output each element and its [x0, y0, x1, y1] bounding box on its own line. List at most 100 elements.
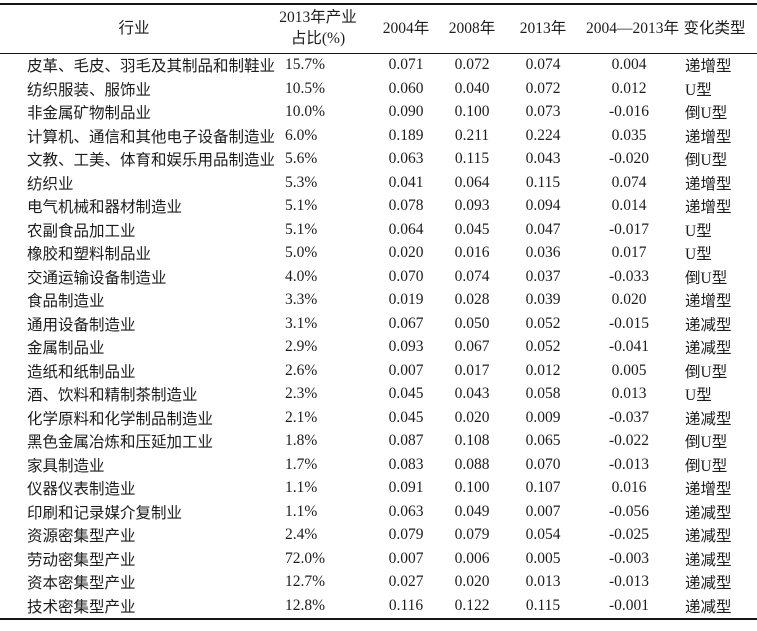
y2013-cell: 0.005 [525, 549, 561, 567]
change-cell: -0.017 [608, 220, 650, 238]
table-row: 食品制造业 3.3% 0.019 0.028 0.039 0.020 递增型 [0, 289, 757, 313]
share-cell: 2.4% [285, 526, 318, 544]
y2008-cell: 0.017 [454, 361, 490, 379]
type-cell: 倒U型 [685, 269, 728, 287]
y2004-cell: 0.083 [388, 455, 424, 473]
type-cell: U型 [685, 246, 712, 264]
industry-cell: 电气机械和器材制造业 [27, 199, 183, 217]
table-header: 行业 2013年产业 占比(%) 2004年 2008年 2013年 2004—… [0, 4, 757, 53]
y2013-cell: 0.039 [525, 291, 561, 309]
change-cell: -0.037 [608, 408, 650, 426]
table-row: 造纸和纸制品业 2.6% 0.007 0.017 0.012 0.005 倒U型 [0, 359, 757, 383]
table-row: 印刷和记录媒介复制业 1.1% 0.063 0.049 0.007 -0.056 递减型 [0, 500, 757, 524]
y2004-cell: 0.007 [388, 549, 424, 567]
y2008-cell: 0.211 [454, 126, 490, 144]
y2013-cell: 0.043 [525, 150, 561, 168]
y2008-cell: 0.108 [454, 432, 490, 450]
industry-cell: 资本密集型产业 [27, 575, 136, 593]
y2004-cell: 0.091 [388, 479, 424, 497]
share-cell: 2.6% [285, 361, 318, 379]
table-row: 仪器仪表制造业 1.1% 0.091 0.100 0.107 0.016 递增型 [0, 477, 757, 501]
table-row: 黑色金属冶炼和压延加工业 1.8% 0.087 0.108 0.065 -0.022 倒U型 [0, 430, 757, 454]
share-cell: 2.1% [285, 408, 318, 426]
industry-cell: 通用设备制造业 [27, 316, 136, 334]
change-cell: -0.001 [608, 596, 650, 614]
share-cell: 6.0% [285, 126, 318, 144]
y2004-cell: 0.027 [388, 573, 424, 591]
share-cell: 15.7% [285, 56, 326, 74]
y2004-cell: 0.087 [388, 432, 424, 450]
industry-cell: 橡胶和塑料制品业 [27, 246, 152, 264]
table-row: 计算机、通信和其他电子设备制造业 6.0% 0.189 0.211 0.224 0.035… [0, 124, 757, 148]
industry-cell: 化学原料和化学制品制造业 [27, 410, 214, 428]
type-cell: 递增型 [685, 481, 732, 499]
type-cell: 递增型 [685, 199, 732, 217]
change-cell: 0.012 [611, 79, 647, 97]
change-cell: 0.014 [611, 197, 647, 215]
y2008-cell: 0.020 [454, 408, 490, 426]
y2004-cell: 0.064 [388, 220, 424, 238]
y2008-cell: 0.028 [454, 291, 490, 309]
type-cell: 递减型 [685, 316, 732, 334]
share-cell: 5.0% [285, 244, 318, 262]
table-row: 家具制造业 1.7% 0.083 0.088 0.070 -0.013 倒U型 [0, 453, 757, 477]
share-cell: 3.3% [285, 291, 318, 309]
y2013-cell: 0.058 [525, 385, 561, 403]
table-row: 农副食品加工业 5.1% 0.064 0.045 0.047 -0.017 U型 [0, 218, 757, 242]
change-cell: -0.033 [608, 267, 650, 285]
y2004-cell: 0.116 [388, 596, 424, 614]
y2004-cell: 0.041 [388, 173, 424, 191]
y2008-cell: 0.006 [454, 549, 490, 567]
change-cell: 0.013 [611, 385, 647, 403]
y2004-cell: 0.063 [388, 502, 424, 520]
industry-cell: 纺织业 [27, 175, 74, 193]
y2008-cell: 0.088 [454, 455, 490, 473]
table-row: 纺织业 5.3% 0.041 0.064 0.115 0.074 递增型 [0, 171, 757, 195]
y2013-cell: 0.013 [525, 573, 561, 591]
y2008-cell: 0.093 [454, 197, 490, 215]
industry-cell: 计算机、通信和其他电子设备制造业 [27, 128, 276, 146]
col-header-share-line2: 占比(%) [290, 29, 346, 47]
industry-cell: 农副食品加工业 [27, 222, 136, 240]
table-row: 酒、饮料和精制茶制造业 2.3% 0.045 0.043 0.058 0.013 U型 [0, 383, 757, 407]
industry-cell: 印刷和记录媒介复制业 [27, 504, 183, 522]
type-cell: 递减型 [685, 340, 732, 358]
industry-cell: 纺织服装、服饰业 [27, 81, 152, 99]
industry-cell: 食品制造业 [27, 293, 105, 311]
col-header-2004: 2004年 [382, 19, 430, 37]
table-row: 文教、工美、体育和娱乐用品制造业 5.6% 0.063 0.115 0.043 -0.02… [0, 148, 757, 172]
y2013-cell: 0.036 [525, 244, 561, 262]
share-cell: 1.1% [285, 479, 318, 497]
y2013-cell: 0.070 [525, 455, 561, 473]
share-cell: 3.1% [285, 314, 318, 332]
industry-cell: 交通运输设备制造业 [27, 269, 167, 287]
industry-cell: 金属制品业 [27, 340, 105, 358]
change-cell: -0.013 [608, 455, 650, 473]
y2004-cell: 0.045 [388, 385, 424, 403]
table-row: 资源密集型产业 2.4% 0.079 0.079 0.054 -0.025 递减型 [0, 524, 757, 548]
table-row: 化学原料和化学制品制造业 2.1% 0.045 0.020 0.009 -0.037 递减型 [0, 406, 757, 430]
y2008-cell: 0.100 [454, 103, 490, 121]
table-row: 电气机械和器材制造业 5.1% 0.078 0.093 0.094 0.014 递增型 [0, 195, 757, 219]
y2004-cell: 0.007 [388, 361, 424, 379]
type-cell: 递增型 [685, 58, 732, 76]
share-cell: 5.1% [285, 220, 318, 238]
y2008-cell: 0.122 [454, 596, 490, 614]
industry-cell: 黑色金属冶炼和压延加工业 [27, 434, 214, 452]
y2008-cell: 0.045 [454, 220, 490, 238]
y2008-cell: 0.020 [454, 573, 490, 591]
y2008-cell: 0.067 [454, 338, 490, 356]
table-row: 橡胶和塑料制品业 5.0% 0.020 0.016 0.036 0.017 U型 [0, 242, 757, 266]
y2004-cell: 0.070 [388, 267, 424, 285]
table-row: 皮革、毛皮、羽毛及其制品和制鞋业 15.7% 0.071 0.072 0.074 0.00… [0, 53, 757, 77]
col-header-share-line1: 2013年产业 [279, 8, 357, 26]
share-cell: 72.0% [285, 549, 326, 567]
change-cell: -0.025 [608, 526, 650, 544]
type-cell: 倒U型 [685, 363, 728, 381]
y2004-cell: 0.079 [388, 526, 424, 544]
y2008-cell: 0.050 [454, 314, 490, 332]
type-cell: U型 [685, 387, 712, 405]
share-cell: 2.9% [285, 338, 318, 356]
y2013-cell: 0.115 [525, 596, 561, 614]
change-cell: 0.005 [611, 361, 647, 379]
